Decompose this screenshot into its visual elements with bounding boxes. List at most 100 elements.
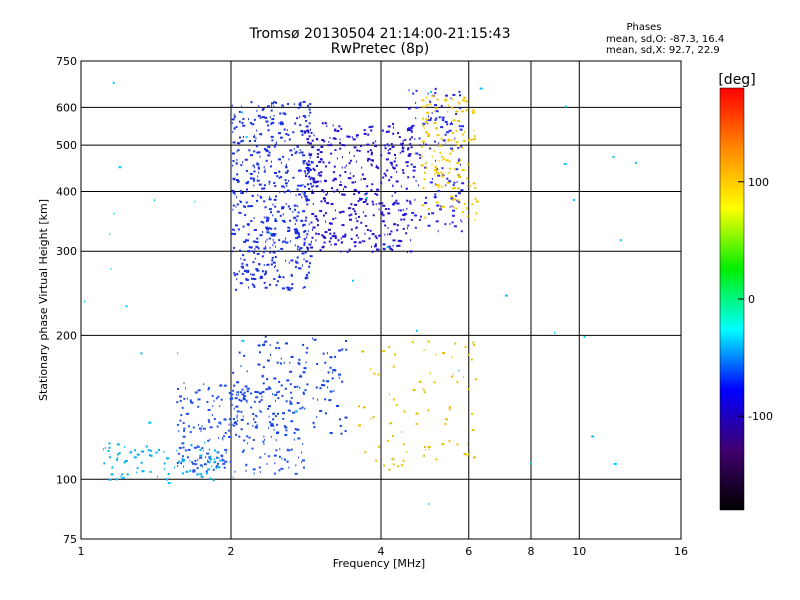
data-point	[344, 186, 347, 189]
data-point	[280, 175, 283, 178]
data-point	[288, 287, 291, 290]
data-point	[272, 418, 275, 421]
data-point	[450, 147, 454, 150]
data-point	[445, 418, 449, 421]
data-point	[255, 268, 259, 271]
data-point	[254, 390, 258, 393]
data-point	[268, 182, 270, 185]
data-point	[284, 433, 288, 436]
data-point	[350, 237, 353, 240]
data-point	[238, 120, 241, 123]
data-point	[386, 439, 389, 442]
data-point	[104, 447, 106, 450]
data-point	[420, 164, 423, 167]
data-point	[273, 428, 275, 431]
data-point	[340, 237, 342, 240]
data-point	[265, 245, 267, 248]
data-point	[427, 92, 429, 95]
data-point	[242, 398, 246, 401]
data-point	[448, 406, 451, 409]
data-point	[223, 384, 227, 387]
data-point	[444, 99, 448, 102]
data-point	[287, 133, 290, 136]
data-point	[451, 205, 453, 208]
data-point	[282, 241, 284, 244]
data-point	[282, 112, 286, 115]
data-point	[439, 151, 442, 154]
data-point	[302, 391, 305, 394]
data-point	[463, 202, 466, 205]
phases-header: Phases	[626, 22, 661, 33]
data-point	[458, 125, 461, 128]
data-point	[232, 208, 234, 211]
data-point	[326, 202, 330, 205]
data-point	[396, 224, 399, 227]
data-point	[240, 410, 243, 413]
data-point	[470, 138, 473, 141]
data-point	[341, 144, 345, 147]
data-point	[376, 188, 380, 191]
data-point	[303, 241, 306, 244]
data-point	[327, 144, 331, 147]
data-point	[279, 362, 282, 365]
data-point	[323, 241, 326, 244]
data-point	[316, 219, 319, 222]
data-point	[291, 283, 294, 286]
data-point	[220, 384, 222, 387]
data-point	[290, 259, 294, 262]
data-point	[289, 229, 291, 232]
data-point	[236, 150, 238, 153]
data-point	[363, 132, 367, 135]
y-tick-label: 75	[63, 533, 77, 546]
data-point	[256, 199, 259, 202]
data-point	[504, 294, 508, 297]
data-point	[289, 240, 291, 243]
data-point	[282, 219, 286, 222]
data-point	[124, 445, 126, 448]
data-point	[471, 429, 475, 432]
chart-title: Tromsø 20130504 21:14:00-21:15:43	[249, 26, 511, 42]
data-point	[412, 165, 416, 168]
data-point	[184, 387, 186, 390]
data-point	[340, 180, 342, 183]
data-point	[256, 109, 258, 112]
data-point	[347, 135, 351, 138]
data-point	[221, 457, 223, 460]
data-point	[275, 347, 278, 350]
data-point	[398, 209, 400, 212]
data-point	[136, 467, 139, 470]
data-point	[372, 159, 375, 162]
data-point	[341, 380, 344, 383]
data-point	[415, 179, 417, 182]
data-point	[311, 146, 315, 149]
data-point	[237, 180, 240, 183]
data-point	[270, 109, 273, 112]
data-point	[258, 400, 261, 403]
data-point	[315, 164, 318, 167]
data-point	[336, 157, 338, 160]
data-point	[354, 203, 358, 206]
data-point	[136, 471, 138, 474]
data-point	[362, 201, 366, 204]
data-point	[465, 207, 468, 210]
data-point	[182, 435, 186, 438]
data-point	[420, 145, 423, 148]
data-point	[302, 154, 306, 157]
data-point	[240, 365, 242, 368]
data-point	[407, 227, 409, 230]
data-point	[298, 169, 302, 172]
data-point	[461, 211, 464, 214]
data-point	[192, 426, 195, 429]
data-point	[324, 231, 328, 234]
data-point	[295, 194, 297, 197]
data-point	[278, 380, 281, 383]
data-point	[269, 421, 272, 424]
data-point	[252, 240, 256, 243]
data-point	[316, 148, 320, 151]
data-point	[392, 239, 396, 242]
data-point	[290, 355, 294, 358]
data-point	[295, 229, 299, 232]
y-tick-label: 400	[56, 185, 77, 198]
data-point	[223, 435, 226, 438]
data-point	[350, 213, 353, 216]
